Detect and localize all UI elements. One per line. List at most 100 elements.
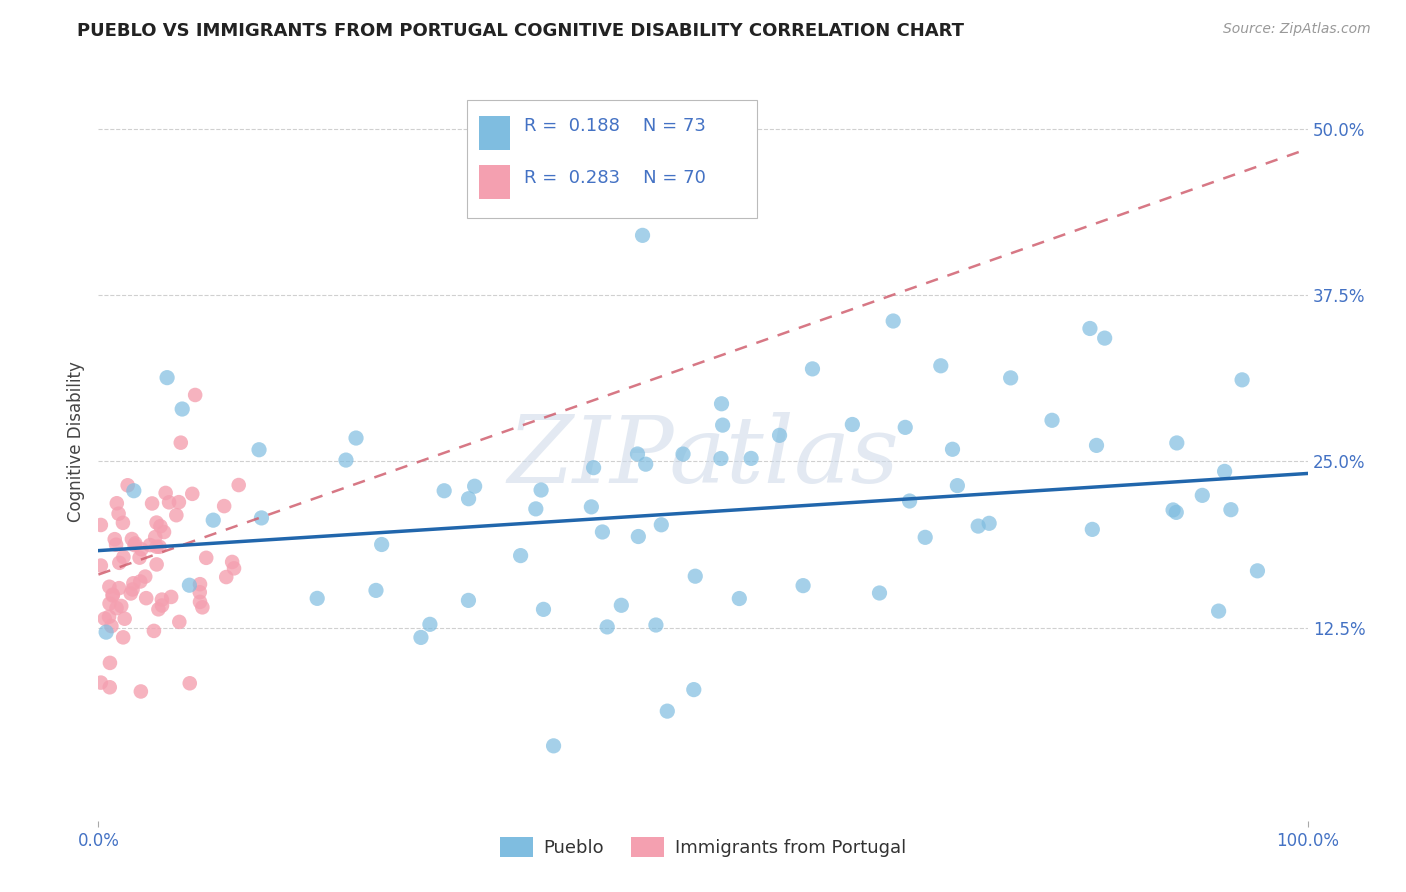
Point <box>188 577 211 591</box>
Point <box>148 540 170 554</box>
Text: R =  0.283    N = 70: R = 0.283 N = 70 <box>524 169 706 186</box>
Point <box>1230 373 1253 387</box>
Point <box>335 453 357 467</box>
Point <box>150 599 173 613</box>
Point <box>650 517 672 532</box>
Point <box>464 479 486 493</box>
Point <box>104 532 127 546</box>
Point <box>98 597 121 611</box>
Point <box>90 518 112 533</box>
Point <box>134 569 156 583</box>
Point <box>433 483 456 498</box>
Point <box>728 591 751 606</box>
Point <box>129 684 152 698</box>
Point <box>181 487 204 501</box>
Point <box>129 574 152 589</box>
Point <box>122 576 145 591</box>
FancyBboxPatch shape <box>479 115 509 150</box>
Point <box>98 580 121 594</box>
Text: Source: ZipAtlas.com: Source: ZipAtlas.com <box>1223 22 1371 37</box>
Point <box>1081 522 1104 536</box>
Text: R =  0.188    N = 73: R = 0.188 N = 73 <box>524 117 706 135</box>
Point <box>191 600 214 615</box>
Point <box>979 516 1001 531</box>
Point <box>457 491 479 506</box>
Legend: Pueblo, Immigrants from Portugal: Pueblo, Immigrants from Portugal <box>494 830 912 864</box>
Point <box>710 397 733 411</box>
Point <box>179 578 201 592</box>
Point <box>792 579 814 593</box>
Point <box>596 620 619 634</box>
Point <box>1085 438 1108 452</box>
FancyBboxPatch shape <box>467 101 758 218</box>
Point <box>626 447 648 461</box>
Point <box>1219 502 1241 516</box>
Point <box>914 530 936 544</box>
Point <box>212 499 235 513</box>
Point <box>941 442 963 457</box>
Point <box>121 532 143 546</box>
Point <box>188 595 211 609</box>
Point <box>710 451 733 466</box>
Point <box>1000 371 1022 385</box>
Point <box>149 519 172 533</box>
Point <box>150 592 173 607</box>
Point <box>841 417 863 432</box>
Point <box>882 314 904 328</box>
Point <box>250 511 273 525</box>
Point <box>627 529 650 543</box>
Point <box>101 588 124 602</box>
Point <box>124 538 146 552</box>
Point <box>110 599 132 613</box>
Point <box>117 478 139 492</box>
Point <box>108 581 131 595</box>
Point <box>157 495 180 509</box>
Point <box>672 447 695 461</box>
Point <box>247 442 270 457</box>
Point <box>1213 464 1236 478</box>
Point <box>344 431 367 445</box>
Point <box>657 704 679 718</box>
Point <box>155 486 177 500</box>
Point <box>105 496 128 510</box>
Point <box>1094 331 1116 345</box>
Point <box>533 602 555 616</box>
Point <box>107 507 129 521</box>
Point <box>112 631 135 645</box>
Point <box>143 530 166 544</box>
Point <box>184 388 207 402</box>
Point <box>160 590 183 604</box>
Point <box>93 612 115 626</box>
Text: PUEBLO VS IMMIGRANTS FROM PORTUGAL COGNITIVE DISABILITY CORRELATION CHART: PUEBLO VS IMMIGRANTS FROM PORTUGAL COGNI… <box>77 22 965 40</box>
Point <box>98 610 121 624</box>
Point <box>101 589 124 603</box>
Point <box>682 682 704 697</box>
Point <box>894 420 917 434</box>
Point <box>172 402 194 417</box>
Point <box>90 558 112 573</box>
Point <box>98 680 121 694</box>
Point <box>228 478 250 492</box>
Point <box>711 418 734 433</box>
Point <box>141 496 163 510</box>
Y-axis label: Cognitive Disability: Cognitive Disability <box>67 361 86 522</box>
Point <box>869 586 891 600</box>
Point <box>967 519 990 533</box>
Point <box>156 370 179 384</box>
Point <box>1040 413 1063 427</box>
Point <box>457 593 479 607</box>
Point <box>1161 503 1184 517</box>
Point <box>307 591 329 606</box>
Point <box>1166 436 1188 450</box>
Point <box>98 656 121 670</box>
Point <box>509 549 531 563</box>
Point <box>145 540 167 554</box>
Point <box>122 483 145 498</box>
Point <box>1191 488 1213 502</box>
Point <box>105 601 128 615</box>
Point <box>94 625 117 640</box>
Point <box>364 583 387 598</box>
Point <box>165 508 187 523</box>
Point <box>946 478 969 492</box>
Point <box>188 585 211 599</box>
